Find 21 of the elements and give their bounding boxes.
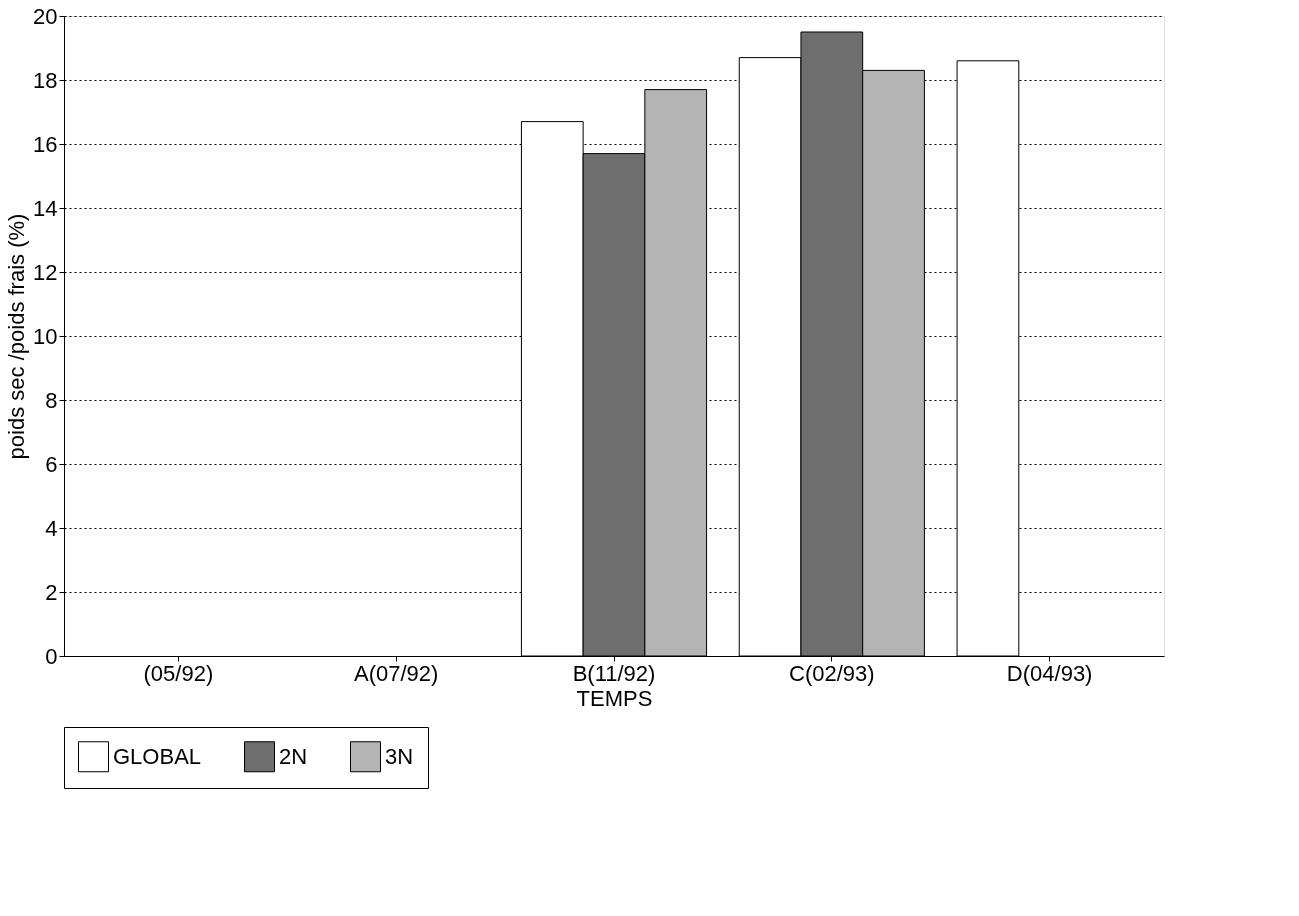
y-tick-label: 18 xyxy=(33,67,58,93)
y-tick-label: 4 xyxy=(45,515,58,541)
legend-label: 2N xyxy=(279,743,308,769)
y-tick-label: 8 xyxy=(45,387,58,413)
legend-label: 3N xyxy=(385,743,414,769)
legend-label: GLOBAL xyxy=(113,743,202,769)
y-axis-title: poids sec /poids frais (%) xyxy=(4,213,30,460)
y-tick-label: 10 xyxy=(33,323,58,349)
x-tick-label: C(02/93) xyxy=(789,660,875,686)
y-tick-label: 12 xyxy=(33,259,58,285)
y-tick-label: 2 xyxy=(45,579,58,605)
x-tick-label: (05/92) xyxy=(143,660,214,686)
y-tick-label: 20 xyxy=(33,3,58,29)
x-axis-title: TEMPS xyxy=(576,685,653,711)
y-tick-label: 14 xyxy=(33,195,58,221)
y-tick-label: 16 xyxy=(33,131,58,157)
x-tick-label: D(04/93) xyxy=(1006,660,1093,686)
y-tick-label: 6 xyxy=(45,451,58,477)
x-tick-label: A(07/92) xyxy=(353,660,439,686)
y-tick-label: 0 xyxy=(45,643,58,669)
x-tick-label: B(11/92) xyxy=(572,660,656,686)
